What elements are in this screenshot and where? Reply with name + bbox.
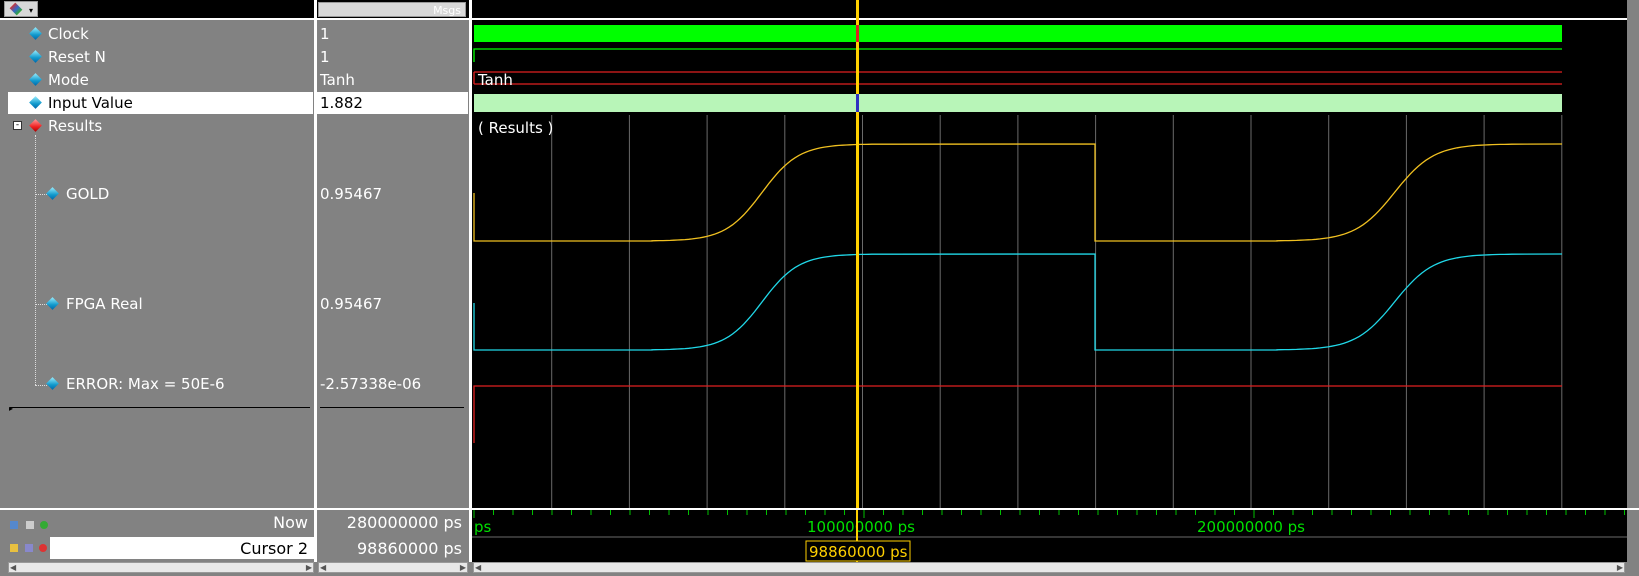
wave-scroll-margin <box>1627 0 1639 508</box>
timeline-tick-label: 100000000 ps <box>807 518 915 536</box>
grid-lines <box>551 115 1563 508</box>
timeline-tick-label: 200000000 ps <box>1197 518 1305 536</box>
signal-value: 1 <box>320 48 330 66</box>
signal-value: 0.95467 <box>320 185 383 203</box>
signal-names-pane: ▾ Clock Reset N Mode Input Value - Resul… <box>0 0 316 508</box>
divider-handle-icon[interactable]: ▸ <box>9 404 14 413</box>
signal-name: GOLD <box>66 185 110 203</box>
lock-icon[interactable] <box>10 544 18 552</box>
timeline-ruler[interactable]: ps 100000000 ps 200000000 ps 98860000 ps <box>472 510 1627 562</box>
names-scrollbar[interactable]: ◀ ▶ <box>8 562 314 573</box>
signal-value: -2.57338e-06 <box>320 375 422 393</box>
signal-row-mode[interactable]: Mode <box>8 69 313 91</box>
pane-splitter[interactable] <box>469 0 472 508</box>
signal-diamond-icon <box>29 73 42 86</box>
signal-diamond-icon <box>29 50 42 63</box>
chevron-down-icon: ▾ <box>29 6 34 15</box>
collapse-icon[interactable]: - <box>13 121 22 130</box>
tree-line <box>35 304 47 305</box>
signal-value: Tanh <box>320 71 355 89</box>
fpga-real-waveform <box>473 253 1563 351</box>
timeline-start-label: ps <box>474 518 492 536</box>
signal-diamond-icon <box>29 119 42 132</box>
cursor-value: 98860000 ps <box>356 539 462 558</box>
wave-scrollbar[interactable]: ◀ ▶ <box>473 562 1625 573</box>
signal-diamond-icon <box>46 297 59 310</box>
signal-diamond-icon <box>29 96 42 109</box>
tree-line <box>35 194 47 195</box>
wave-tool-icon <box>9 2 23 16</box>
signal-name: Input Value <box>48 94 133 112</box>
signal-values-pane: Msgs 1 1 Tanh 1.882 0.95467 0.95467 -2.5… <box>316 0 470 508</box>
signal-row-reset-n[interactable]: Reset N <box>8 46 313 68</box>
signal-row-results[interactable]: - Results <box>8 115 313 137</box>
signal-row-error[interactable]: ERROR: Max = 50E-6 <box>8 373 313 395</box>
zoom-icon[interactable] <box>40 521 48 529</box>
tree-line <box>35 135 37 385</box>
signal-row-input-value[interactable]: Input Value <box>8 92 313 114</box>
now-value: 280000000 ps <box>346 513 462 532</box>
signal-name: Results <box>48 117 103 135</box>
signal-value: 0.95467 <box>320 295 383 313</box>
cursor-2-line[interactable] <box>856 0 859 508</box>
clock-waveform <box>474 25 1562 42</box>
signal-row-clock[interactable]: Clock <box>8 23 313 45</box>
tree-line <box>35 385 47 386</box>
edit-cursor-icon[interactable] <box>25 544 33 552</box>
signal-name: FPGA Real <box>66 295 143 313</box>
signal-diamond-icon <box>46 377 59 390</box>
signal-row-gold[interactable]: GOLD <box>8 183 313 205</box>
gold-waveform <box>473 143 1563 242</box>
cursor-name-label: Cursor 2 <box>240 539 308 558</box>
reset-waveform <box>473 48 1562 62</box>
signal-row-fpga-real[interactable]: FPGA Real <box>8 293 313 315</box>
signal-name: Reset N <box>48 48 106 66</box>
now-label: Now <box>273 513 308 532</box>
add-cursor-icon[interactable] <box>26 521 34 529</box>
names-header <box>0 0 316 18</box>
waveform-canvas[interactable]: Tanh ( Results ) <box>472 0 1627 508</box>
mode-wave-label: Tanh <box>477 71 513 89</box>
results-wave-label: ( Results ) <box>478 119 553 137</box>
divider <box>320 407 464 408</box>
waveform-pane[interactable]: Tanh ( Results ) <box>472 0 1627 508</box>
signal-name: ERROR: Max = 50E-6 <box>66 375 225 393</box>
signal-value: 1 <box>320 25 330 43</box>
pane-splitter[interactable] <box>314 0 317 508</box>
signal-name: Clock <box>48 25 89 43</box>
wave-tool-button[interactable]: ▾ <box>4 1 38 17</box>
delete-cursor-icon[interactable] <box>39 544 47 552</box>
error-waveform <box>473 385 1562 443</box>
values-scrollbar[interactable]: ◀ ▶ <box>318 562 468 573</box>
divider <box>10 407 310 408</box>
cursor-name-box[interactable]: Cursor 2 <box>50 537 314 559</box>
signal-diamond-icon <box>46 187 59 200</box>
wave-settings-icon[interactable] <box>10 521 18 529</box>
cursor-flag[interactable]: 98860000 ps <box>809 543 908 561</box>
msgs-header: Msgs <box>318 2 466 17</box>
signal-name: Mode <box>48 71 89 89</box>
input-value-waveform <box>474 94 1562 112</box>
signal-diamond-icon <box>29 27 42 40</box>
signal-value: 1.882 <box>320 94 363 112</box>
